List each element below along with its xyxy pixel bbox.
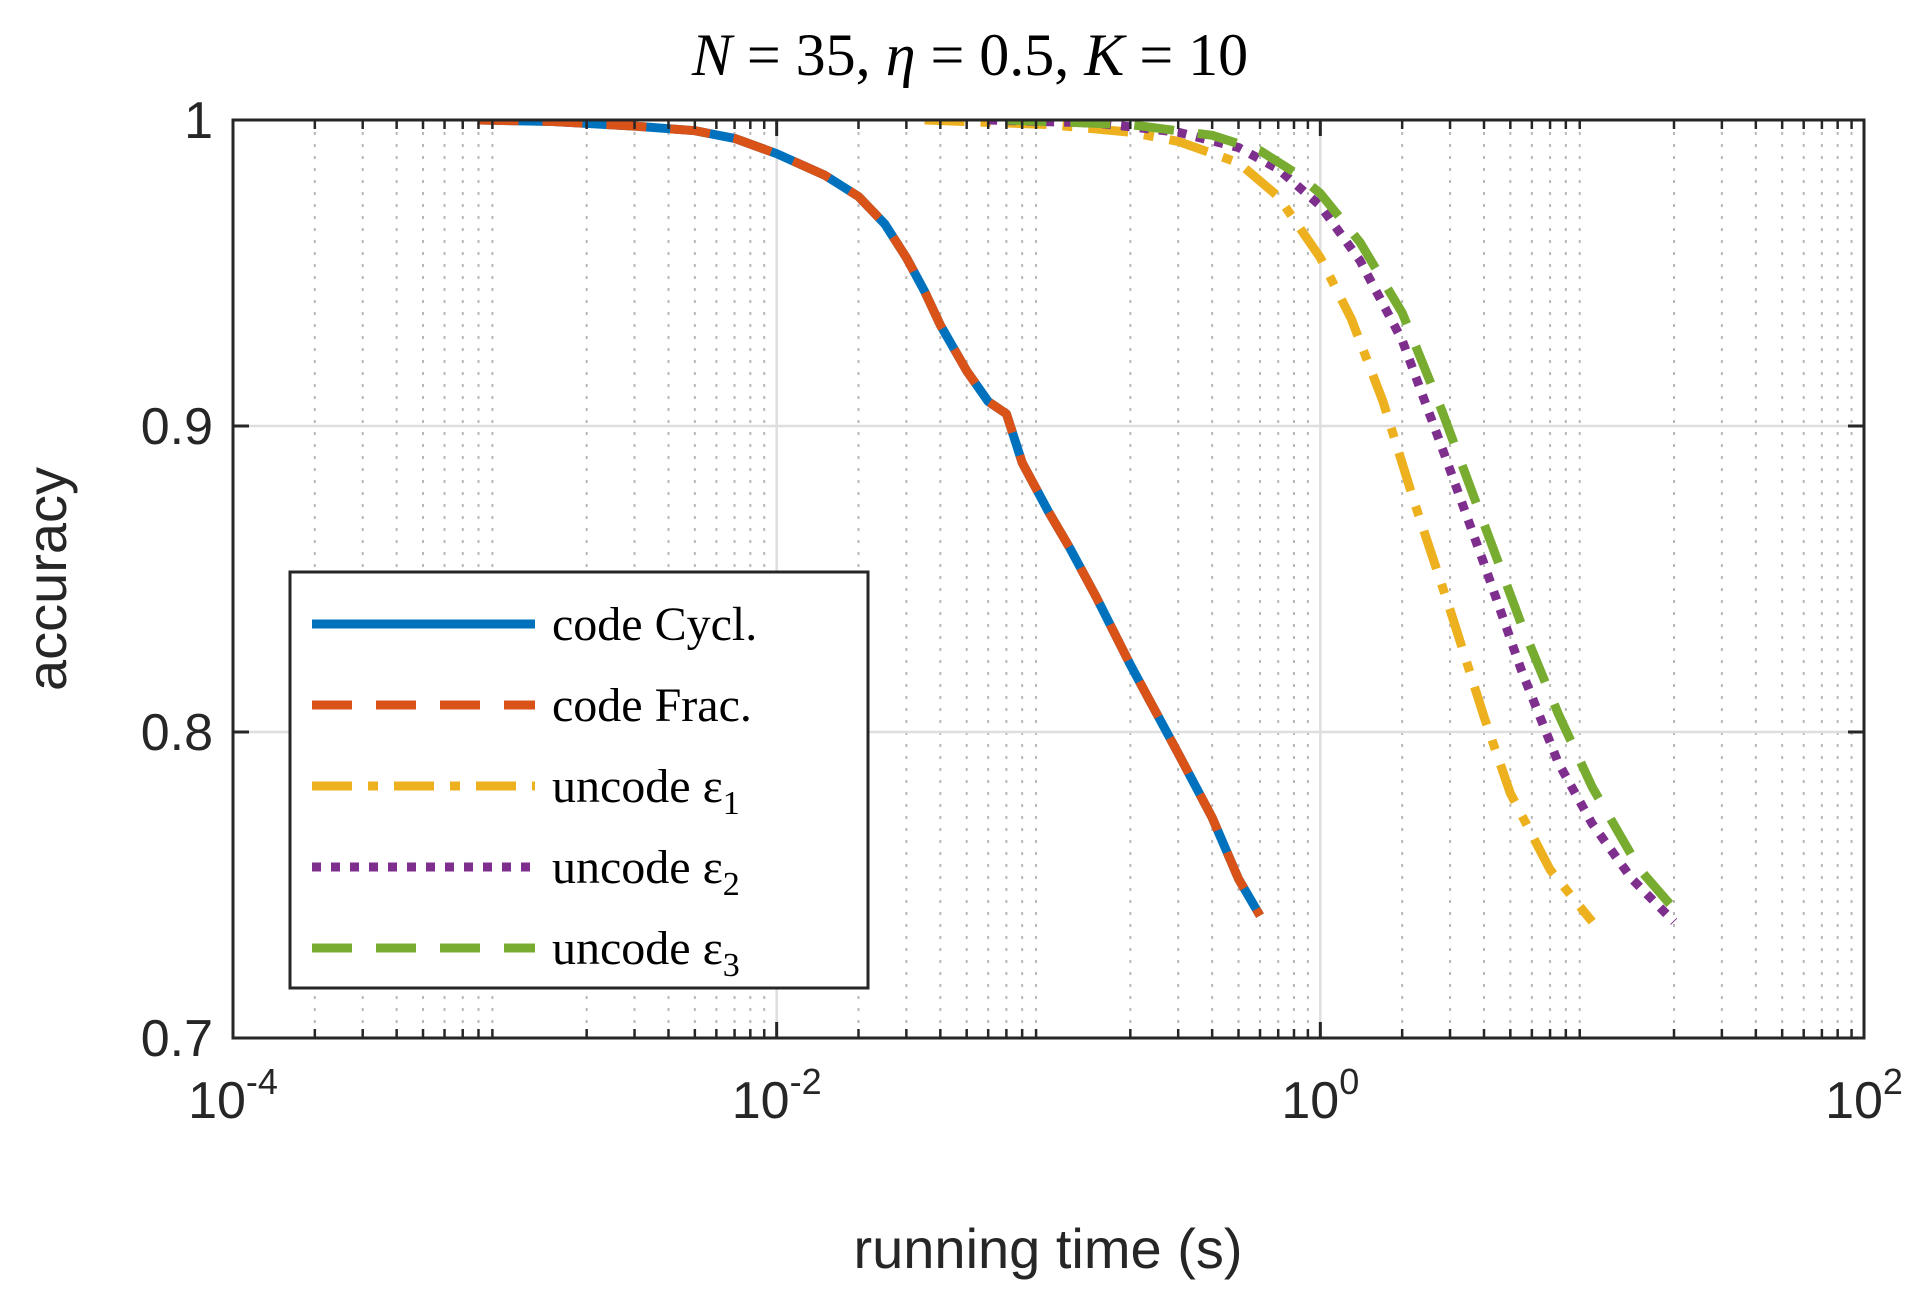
chart-title: N = 35, η = 0.5, K = 10 bbox=[691, 22, 1248, 88]
legend-label-1: code Cycl. bbox=[552, 598, 757, 651]
y-tick-label: 0.7 bbox=[141, 1010, 213, 1068]
legend-label-4: uncode ε2 bbox=[552, 841, 740, 903]
title-k-var: K bbox=[1083, 22, 1127, 88]
y-tick-label: 0.8 bbox=[141, 704, 213, 762]
title-k-value: = 10 bbox=[1124, 22, 1248, 88]
series-line-5 bbox=[1006, 120, 1689, 925]
y-tick-label: 0.9 bbox=[141, 398, 213, 456]
title-eta-value: = 0.5, bbox=[915, 22, 1084, 88]
title-n-var: N bbox=[691, 22, 735, 88]
legend-label-5: uncode ε3 bbox=[552, 922, 740, 984]
series-layer bbox=[478, 120, 1689, 925]
x-tick-label: 100 bbox=[1281, 1061, 1359, 1130]
title-n-value: = 35, bbox=[732, 22, 886, 88]
x-axis-ticks: 10-4 10-2 100 102 bbox=[188, 120, 1903, 1130]
x-axis-label: running time (s) bbox=[853, 1217, 1242, 1280]
legend-label-3: uncode ε1 bbox=[552, 760, 740, 822]
legend: code Cycl. code Frac. uncode ε1 uncode ε2 un… bbox=[288, 570, 870, 990]
x-tick-label: 10-2 bbox=[732, 1061, 822, 1130]
x-tick-label: 10-4 bbox=[188, 1061, 278, 1130]
y-tick-label: 1 bbox=[184, 92, 213, 150]
series-line-1 bbox=[478, 120, 1264, 918]
title-eta-var: η bbox=[886, 22, 916, 88]
series-line-3 bbox=[924, 120, 1596, 925]
legend-label-2: code Frac. bbox=[552, 679, 752, 732]
x-tick-label: 102 bbox=[1825, 1061, 1903, 1130]
legend-box bbox=[288, 570, 870, 990]
axes-frame bbox=[231, 118, 1866, 1040]
y-axis-label: accuracy bbox=[15, 467, 78, 691]
y-axis-ticks: 0.7 0.8 0.9 1 bbox=[141, 92, 1864, 1068]
